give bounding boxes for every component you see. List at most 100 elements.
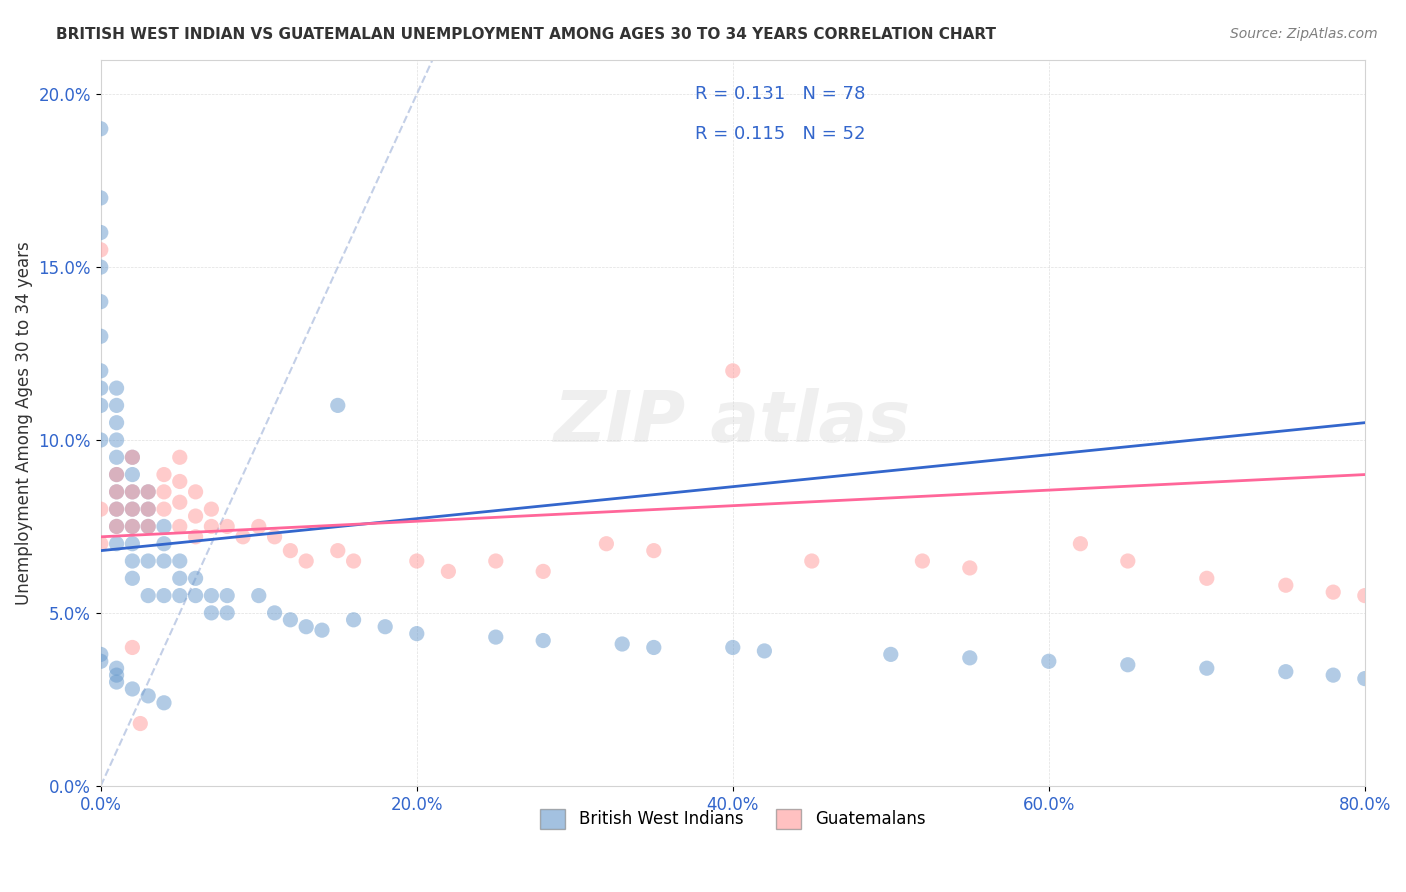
British West Indians (405, 626, 427, 640)
Guatemalans (169, 475, 191, 489)
British West Indians (105, 416, 128, 430)
British West Indians (136, 502, 159, 516)
British West Indians (105, 668, 128, 682)
British West Indians (959, 650, 981, 665)
Guatemalans (121, 640, 143, 655)
Legend: British West Indians, Guatemalans: British West Indians, Guatemalans (533, 802, 932, 836)
British West Indians (153, 537, 176, 551)
Guatemalans (800, 554, 823, 568)
British West Indians (721, 640, 744, 655)
British West Indians (105, 537, 128, 551)
British West Indians (121, 681, 143, 696)
British West Indians (105, 661, 128, 675)
Guatemalans (1322, 585, 1344, 599)
Guatemalans (1275, 578, 1298, 592)
British West Indians (880, 648, 903, 662)
British West Indians (247, 589, 270, 603)
Guatemalans (90, 502, 112, 516)
Guatemalans (121, 519, 143, 533)
British West Indians (1116, 657, 1139, 672)
British West Indians (105, 433, 128, 447)
Y-axis label: Unemployment Among Ages 30 to 34 years: Unemployment Among Ages 30 to 34 years (15, 241, 32, 605)
British West Indians (121, 554, 143, 568)
Guatemalans (911, 554, 934, 568)
British West Indians (105, 467, 128, 482)
Guatemalans (105, 519, 128, 533)
Guatemalans (217, 519, 239, 533)
Guatemalans (121, 502, 143, 516)
British West Indians (184, 571, 207, 585)
Guatemalans (169, 495, 191, 509)
British West Indians (105, 398, 128, 412)
British West Indians (184, 589, 207, 603)
British West Indians (136, 484, 159, 499)
Guatemalans (153, 502, 176, 516)
British West Indians (295, 620, 318, 634)
British West Indians (121, 467, 143, 482)
Guatemalans (105, 484, 128, 499)
Guatemalans (1069, 537, 1091, 551)
Guatemalans (105, 502, 128, 516)
Guatemalans (721, 364, 744, 378)
Guatemalans (485, 554, 508, 568)
British West Indians (169, 554, 191, 568)
British West Indians (90, 648, 112, 662)
British West Indians (169, 589, 191, 603)
British West Indians (105, 675, 128, 690)
Guatemalans (342, 554, 364, 568)
British West Indians (1038, 654, 1060, 668)
British West Indians (153, 696, 176, 710)
Guatemalans (121, 450, 143, 465)
British West Indians (121, 450, 143, 465)
British West Indians (311, 623, 333, 637)
British West Indians (121, 484, 143, 499)
Text: R = 0.131   N = 78: R = 0.131 N = 78 (695, 85, 865, 103)
British West Indians (136, 519, 159, 533)
British West Indians (136, 589, 159, 603)
Guatemalans (90, 243, 112, 257)
Guatemalans (200, 519, 222, 533)
British West Indians (121, 537, 143, 551)
Text: Source: ZipAtlas.com: Source: ZipAtlas.com (1230, 27, 1378, 41)
British West Indians (217, 606, 239, 620)
British West Indians (754, 644, 776, 658)
British West Indians (280, 613, 302, 627)
British West Indians (1322, 668, 1344, 682)
Guatemalans (121, 484, 143, 499)
British West Indians (121, 571, 143, 585)
Guatemalans (247, 519, 270, 533)
British West Indians (90, 381, 112, 395)
Text: BRITISH WEST INDIAN VS GUATEMALAN UNEMPLOYMENT AMONG AGES 30 TO 34 YEARS CORRELA: BRITISH WEST INDIAN VS GUATEMALAN UNEMPL… (56, 27, 997, 42)
British West Indians (90, 654, 112, 668)
British West Indians (121, 519, 143, 533)
Guatemalans (184, 484, 207, 499)
British West Indians (643, 640, 665, 655)
British West Indians (90, 329, 112, 343)
Guatemalans (295, 554, 318, 568)
Guatemalans (1354, 589, 1376, 603)
British West Indians (90, 364, 112, 378)
Guatemalans (959, 561, 981, 575)
British West Indians (217, 589, 239, 603)
British West Indians (612, 637, 634, 651)
Text: R = 0.115   N = 52: R = 0.115 N = 52 (695, 125, 865, 143)
Guatemalans (136, 502, 159, 516)
British West Indians (169, 571, 191, 585)
Guatemalans (129, 716, 152, 731)
Guatemalans (200, 502, 222, 516)
British West Indians (153, 554, 176, 568)
British West Indians (1195, 661, 1218, 675)
British West Indians (153, 589, 176, 603)
Guatemalans (90, 537, 112, 551)
British West Indians (105, 502, 128, 516)
British West Indians (1354, 672, 1376, 686)
Text: ZIP atlas: ZIP atlas (554, 388, 911, 458)
Guatemalans (184, 530, 207, 544)
British West Indians (200, 589, 222, 603)
Guatemalans (280, 543, 302, 558)
British West Indians (342, 613, 364, 627)
Guatemalans (184, 509, 207, 524)
British West Indians (90, 226, 112, 240)
British West Indians (485, 630, 508, 644)
British West Indians (90, 294, 112, 309)
